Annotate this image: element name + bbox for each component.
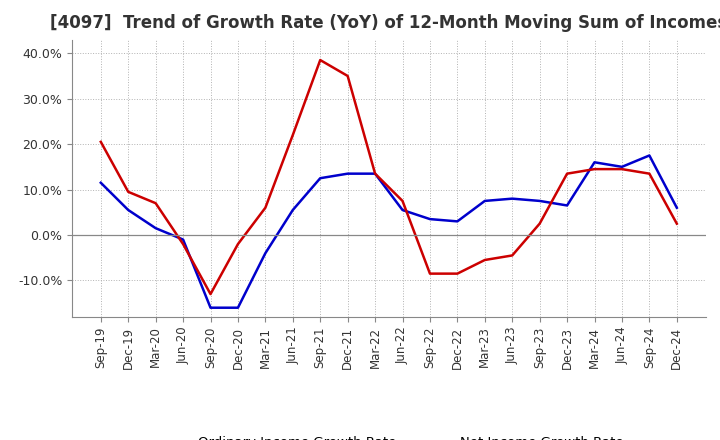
Ordinary Income Growth Rate (618, 164, 626, 169)
Net Income Growth Rate (398, 198, 407, 204)
Ordinary Income Growth Rate (563, 203, 572, 208)
Net Income Growth Rate (124, 189, 132, 194)
Ordinary Income Growth Rate (151, 226, 160, 231)
Net Income Growth Rate (179, 242, 187, 247)
Ordinary Income Growth Rate (508, 196, 516, 201)
Net Income Growth Rate (453, 271, 462, 276)
Ordinary Income Growth Rate (124, 207, 132, 213)
Line: Net Income Growth Rate: Net Income Growth Rate (101, 60, 677, 294)
Net Income Growth Rate (536, 221, 544, 226)
Ordinary Income Growth Rate (316, 176, 325, 181)
Ordinary Income Growth Rate (426, 216, 434, 222)
Net Income Growth Rate (289, 132, 297, 138)
Ordinary Income Growth Rate (206, 305, 215, 310)
Ordinary Income Growth Rate (96, 180, 105, 185)
Ordinary Income Growth Rate (645, 153, 654, 158)
Net Income Growth Rate (590, 166, 599, 172)
Ordinary Income Growth Rate (371, 171, 379, 176)
Ordinary Income Growth Rate (233, 305, 242, 310)
Ordinary Income Growth Rate (398, 207, 407, 213)
Line: Ordinary Income Growth Rate: Ordinary Income Growth Rate (101, 155, 677, 308)
Net Income Growth Rate (233, 242, 242, 247)
Ordinary Income Growth Rate (261, 250, 270, 256)
Net Income Growth Rate (206, 291, 215, 297)
Net Income Growth Rate (316, 57, 325, 62)
Ordinary Income Growth Rate (343, 171, 352, 176)
Net Income Growth Rate (96, 139, 105, 144)
Net Income Growth Rate (672, 221, 681, 226)
Ordinary Income Growth Rate (179, 237, 187, 242)
Ordinary Income Growth Rate (536, 198, 544, 204)
Net Income Growth Rate (563, 171, 572, 176)
Net Income Growth Rate (645, 171, 654, 176)
Ordinary Income Growth Rate (590, 160, 599, 165)
Ordinary Income Growth Rate (480, 198, 489, 204)
Net Income Growth Rate (618, 166, 626, 172)
Ordinary Income Growth Rate (453, 219, 462, 224)
Ordinary Income Growth Rate (672, 205, 681, 210)
Title: [4097]  Trend of Growth Rate (YoY) of 12-Month Moving Sum of Incomes: [4097] Trend of Growth Rate (YoY) of 12-… (50, 15, 720, 33)
Net Income Growth Rate (480, 257, 489, 263)
Net Income Growth Rate (508, 253, 516, 258)
Ordinary Income Growth Rate (289, 207, 297, 213)
Net Income Growth Rate (261, 205, 270, 210)
Net Income Growth Rate (151, 201, 160, 206)
Net Income Growth Rate (371, 171, 379, 176)
Net Income Growth Rate (343, 73, 352, 79)
Net Income Growth Rate (426, 271, 434, 276)
Legend: Ordinary Income Growth Rate, Net Income Growth Rate: Ordinary Income Growth Rate, Net Income … (149, 430, 629, 440)
